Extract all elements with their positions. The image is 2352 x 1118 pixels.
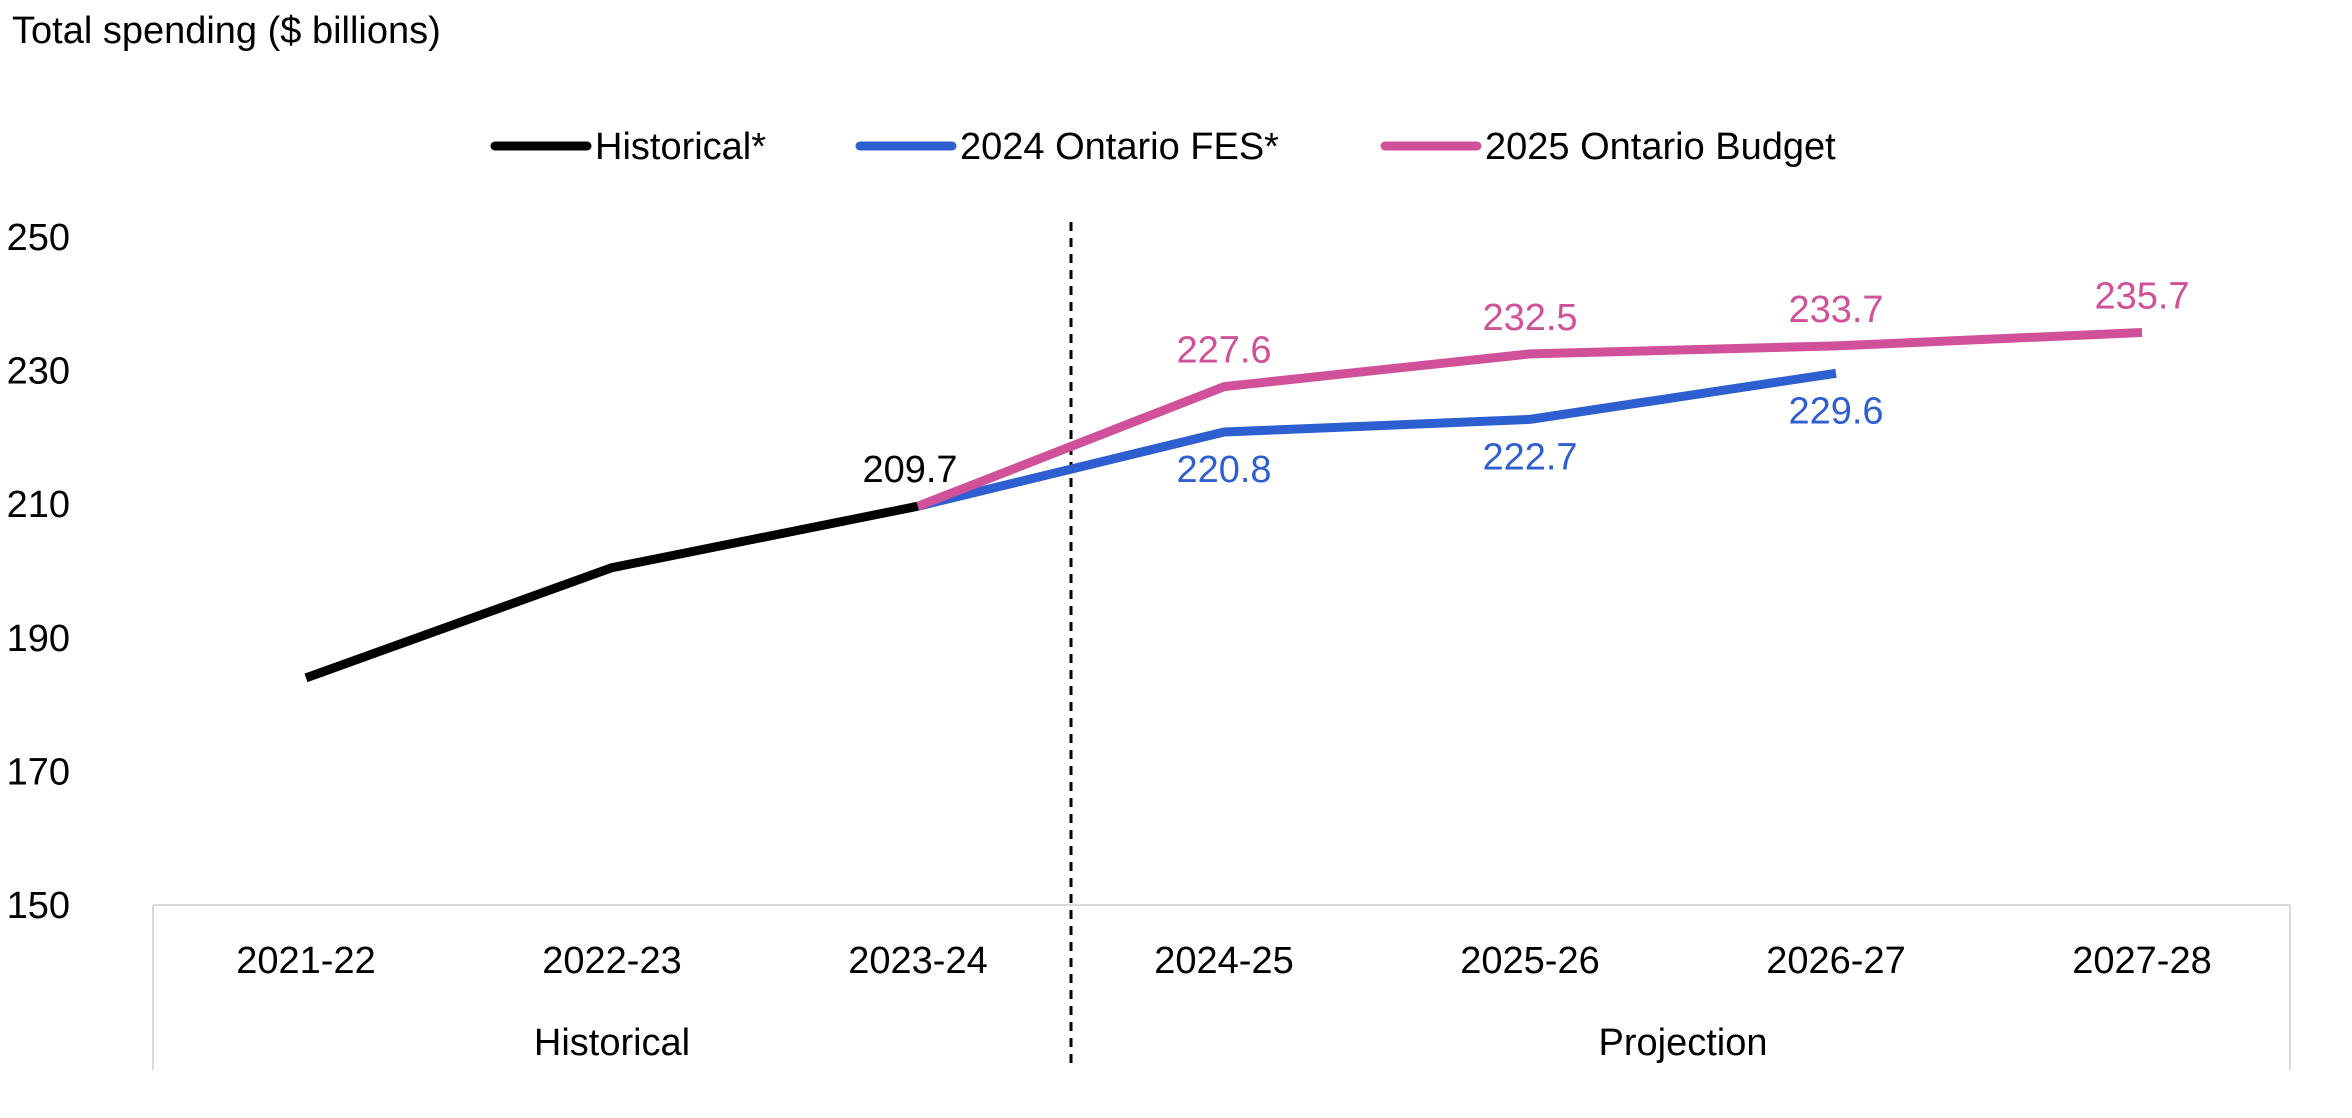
x-tick-label: 2022-23 xyxy=(542,940,681,982)
y-tick-label: 230 xyxy=(7,351,70,393)
data-label: 222.7 xyxy=(1482,436,1577,478)
y-tick-label: 250 xyxy=(7,217,70,259)
x-group-label: Historical xyxy=(534,1022,690,1064)
data-label: 209.7 xyxy=(862,449,957,491)
legend-label: 2024 Ontario FES* xyxy=(960,126,1279,168)
x-group-label: Projection xyxy=(1599,1022,1768,1064)
legend-label: Historical* xyxy=(595,126,766,168)
series-line-1 xyxy=(916,368,1837,511)
x-tick-label: 2024-25 xyxy=(1154,940,1293,982)
x-tick-label: 2021-22 xyxy=(236,940,375,982)
y-tick-label: 150 xyxy=(7,885,70,927)
axes: 150 170 190 210 230 250 2021-22 2022-23 2023-24 2… xyxy=(7,217,2291,1070)
legend: Historical* 2024 Ontario FES* 2025 Ontario… xyxy=(490,126,1836,168)
data-label: 233.7 xyxy=(1788,289,1883,331)
data-label: 220.8 xyxy=(1176,449,1271,491)
x-tick-label: 2027-28 xyxy=(2072,940,2211,982)
data-label: 229.6 xyxy=(1788,390,1883,432)
legend-label: 2025 Ontario Budget xyxy=(1485,126,1836,168)
series-lines xyxy=(304,328,2143,683)
y-axis-title: Total spending ($ billions) xyxy=(12,10,441,52)
data-label: 235.7 xyxy=(2094,276,2189,318)
data-label: 232.5 xyxy=(1482,297,1577,339)
data-label: 227.6 xyxy=(1176,330,1271,372)
x-tick-label: 2023-24 xyxy=(848,940,987,982)
data-labels: 209.7 220.8 222.7 229.6 227.6 232.5 233.7 235.7 xyxy=(862,276,2189,492)
series-line-2 xyxy=(916,328,2143,511)
y-tick-label: 190 xyxy=(7,618,70,660)
x-tick-label: 2026-27 xyxy=(1766,940,1905,982)
y-tick-label: 210 xyxy=(7,484,70,526)
y-tick-label: 170 xyxy=(7,751,70,793)
series-line-0 xyxy=(304,501,919,683)
x-tick-label: 2025-26 xyxy=(1460,940,1599,982)
